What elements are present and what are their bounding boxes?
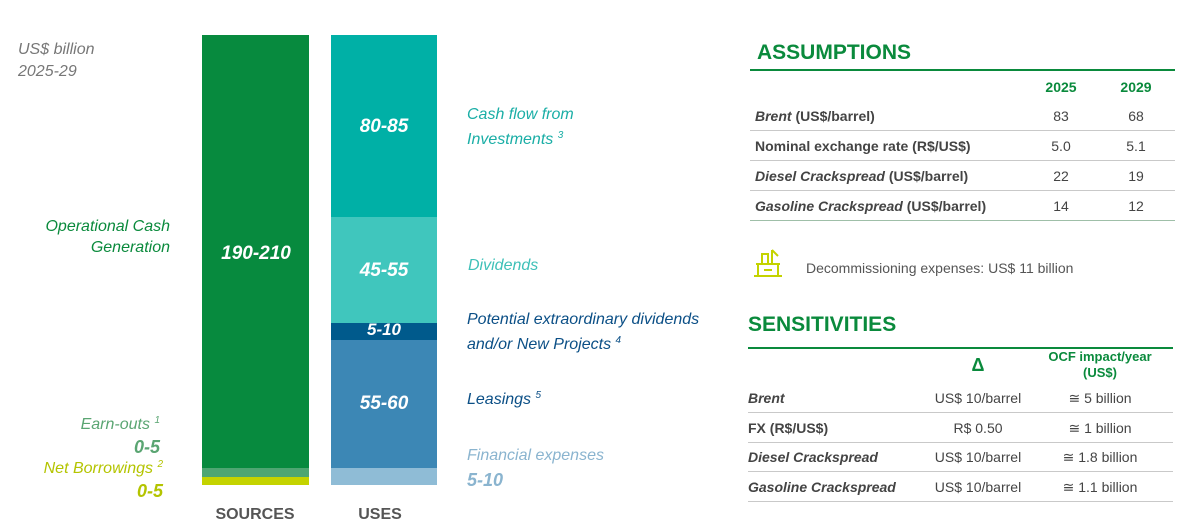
cell: 14 [1053,198,1069,214]
cell: R$ 0.50 [953,419,1003,436]
row-label: Gasoline Crackspread (US$/barrel) [755,196,986,216]
note: 1 [154,414,160,426]
row-name: Brent [748,390,785,406]
segment-label: Operational Cash Generation [45,218,170,256]
bar-title: USES [358,506,402,523]
bar-segment [202,35,309,468]
row-unit: (US$/barrel) [795,108,875,124]
period: 2025-29 [18,63,77,80]
segment-label: Financial expenses [467,447,604,464]
note-text: Decommissioning expenses: US$ 11 billion [806,260,1074,276]
row-label: Nominal exchange rate (R$/US$) [755,136,971,156]
label: Net Borrowings [43,460,153,478]
row-unit: (US$/barrel) [906,198,987,214]
rule [748,347,1173,349]
rule [750,69,1175,71]
label: Potential extraordinary dividends and/or… [467,310,700,354]
row-name: Diesel Crackspread [755,168,885,184]
bar-segment [331,468,437,485]
column-header: OCF impact/year (US$) [1048,349,1152,380]
segment-value: 5-10 [467,470,504,490]
row-name: Diesel Crackspread [748,449,878,465]
bar-segment [331,217,437,323]
segment-label: Potential extraordinary dividends and/or… [467,309,727,355]
cell: 12 [1128,198,1144,214]
row-name: Nominal exchange rate [755,138,909,154]
column-header: Δ [971,355,985,375]
row-label: Diesel Crackspread (US$/barrel) [755,166,968,186]
bar-segment [202,468,309,477]
note: 2 [157,458,163,470]
label: Leasings [467,391,532,409]
section-title: ASSUMPTIONS [757,41,912,64]
note: 5 [535,389,542,401]
cell: ≅ 1 billion [1068,419,1132,436]
row-unit: (R$/US$) [912,138,971,154]
cell: US$ 10/barrel [934,390,1022,406]
bar-title: SOURCES [215,506,295,523]
bar-segment [202,477,309,485]
row-line [750,220,1175,221]
row-line [748,500,1173,502]
row-name: Gasoline Crackspread [755,198,903,214]
cell: 83 [1053,108,1069,124]
row-name: FX (R$/US$) [748,419,829,436]
cell: 5.1 [1126,138,1146,154]
segment-value: 0-5 [133,437,160,457]
column-header: 2025 [1045,79,1077,95]
row-name: Gasoline Crackspread [748,478,896,495]
bar-segment [331,35,437,217]
segment-value: 190-210 [221,243,291,264]
note: 4 [615,334,622,346]
section-title: SENSITIVITIES [748,313,897,336]
unit: US$ billion [18,41,95,58]
segment-label: Dividends [468,257,539,274]
bar-segment [331,323,437,340]
row-line [748,441,1173,443]
segment-label: Net Borrowings 2 [44,455,163,479]
platform-icon [754,249,782,277]
row-line [750,160,1175,161]
bar-segment [331,340,437,468]
note: 3 [557,129,564,141]
segment-value: 0-5 [136,481,163,501]
row-unit: (US$/barrel) [888,168,969,184]
segment-value: 55-60 [359,393,409,414]
cell: ≅ 1.1 billion [1062,478,1138,495]
cell: 19 [1128,168,1144,184]
row-name: Brent [755,108,792,124]
column-header: 2029 [1120,79,1152,95]
cell: US$ 10/barrel [934,449,1022,465]
segment-value: 45-55 [359,260,409,281]
row-line [748,471,1173,472]
cell: ≅ 1.8 billion [1062,449,1138,465]
label: Cash flow from Investments [467,105,574,149]
segment-label: Cash flow from Investments 3 [467,104,607,150]
row-label: Brent (US$/barrel) [755,106,875,126]
cell: US$ 10/barrel [934,478,1022,495]
segment-value: 80-85 [359,116,409,137]
cell: ≅ 5 billion [1068,390,1132,406]
cell: 68 [1128,108,1144,124]
row-line [748,412,1173,413]
label: Earn-outs [80,416,150,434]
row-line [750,190,1175,191]
row-line [750,130,1175,131]
segment-label: Leasings 5 [467,386,541,410]
cell: 22 [1053,168,1069,184]
segment-value: 5-10 [366,320,402,339]
cell: 5.0 [1051,138,1071,154]
segment-label: Earn-outs 1 [81,411,160,435]
